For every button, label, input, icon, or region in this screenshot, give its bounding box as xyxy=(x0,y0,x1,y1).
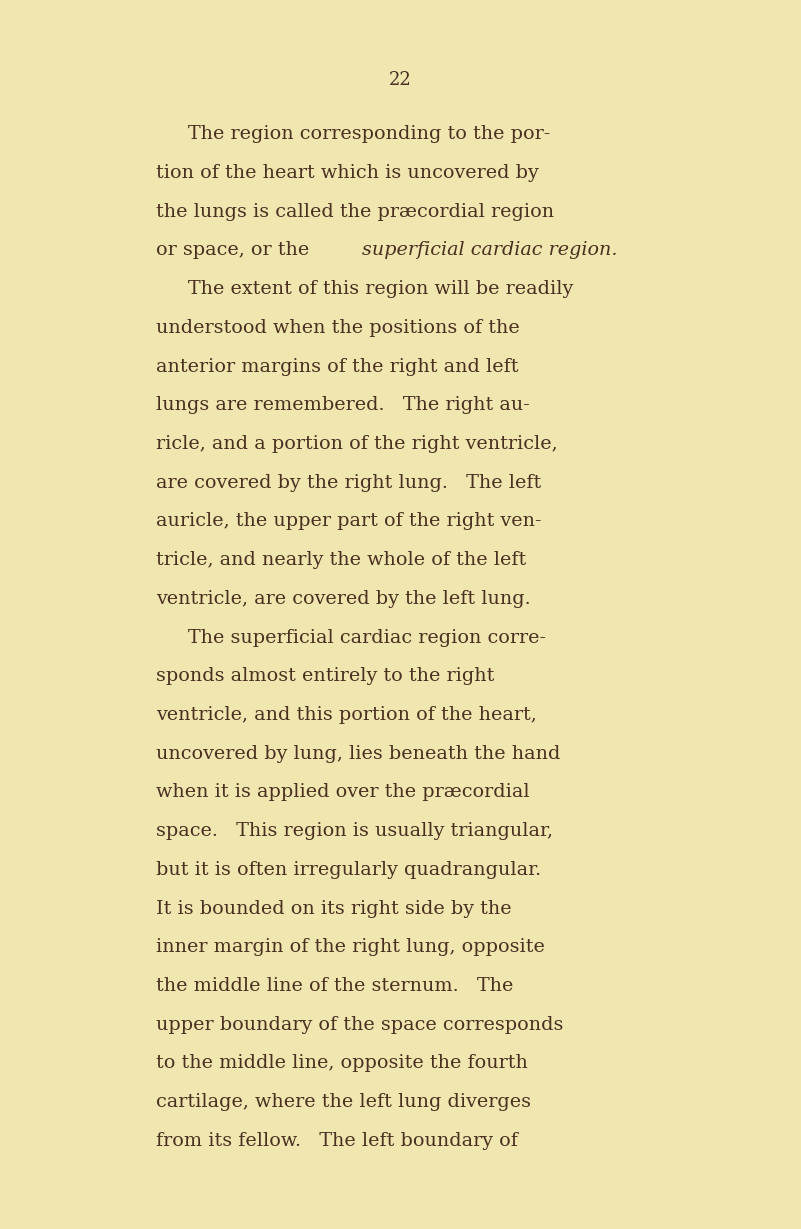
Text: superficial cardiac region.: superficial cardiac region. xyxy=(362,241,618,259)
Text: when it is applied over the præcordial: when it is applied over the præcordial xyxy=(156,784,529,801)
Text: cartilage, where the left lung diverges: cartilage, where the left lung diverges xyxy=(156,1094,531,1111)
Text: inner margin of the right lung, opposite: inner margin of the right lung, opposite xyxy=(156,939,545,956)
Text: The superficial cardiac region corre-: The superficial cardiac region corre- xyxy=(188,628,546,646)
Text: the lungs is called the præcordial region: the lungs is called the præcordial regio… xyxy=(156,203,554,221)
Text: tricle, and nearly the whole of the left: tricle, and nearly the whole of the left xyxy=(156,551,526,569)
Text: 22: 22 xyxy=(389,71,412,90)
Text: auricle, the upper part of the right ven-: auricle, the upper part of the right ven… xyxy=(156,512,541,531)
Text: uncovered by lung, lies beneath the hand: uncovered by lung, lies beneath the hand xyxy=(156,745,561,763)
Text: space.   This region is usually triangular,: space. This region is usually triangular… xyxy=(156,822,553,841)
Text: or space, or the: or space, or the xyxy=(156,241,316,259)
Text: The extent of this region will be readily: The extent of this region will be readil… xyxy=(188,280,574,299)
Text: to the middle line, opposite the fourth: to the middle line, opposite the fourth xyxy=(156,1054,528,1073)
Text: anterior margins of the right and left: anterior margins of the right and left xyxy=(156,358,519,376)
Text: The region corresponding to the por-: The region corresponding to the por- xyxy=(188,125,550,144)
Text: upper boundary of the space corresponds: upper boundary of the space corresponds xyxy=(156,1015,564,1034)
Text: tion of the heart which is uncovered by: tion of the heart which is uncovered by xyxy=(156,165,539,182)
Text: It is bounded on its right side by the: It is bounded on its right side by the xyxy=(156,900,512,918)
Text: the middle line of the sternum.   The: the middle line of the sternum. The xyxy=(156,977,513,995)
Text: ventricle, and this portion of the heart,: ventricle, and this portion of the heart… xyxy=(156,705,537,724)
Text: lungs are remembered.   The right au-: lungs are remembered. The right au- xyxy=(156,396,530,414)
Text: understood when the positions of the: understood when the positions of the xyxy=(156,318,520,337)
Text: from its fellow.   The left boundary of: from its fellow. The left boundary of xyxy=(156,1132,518,1150)
Text: ricle, and a portion of the right ventricle,: ricle, and a portion of the right ventri… xyxy=(156,435,557,454)
Text: are covered by the right lung.   The left: are covered by the right lung. The left xyxy=(156,473,541,492)
Text: but it is often irregularly quadrangular.: but it is often irregularly quadrangular… xyxy=(156,860,541,879)
Text: sponds almost entirely to the right: sponds almost entirely to the right xyxy=(156,667,494,686)
Text: ventricle, are covered by the left lung.: ventricle, are covered by the left lung. xyxy=(156,590,531,608)
